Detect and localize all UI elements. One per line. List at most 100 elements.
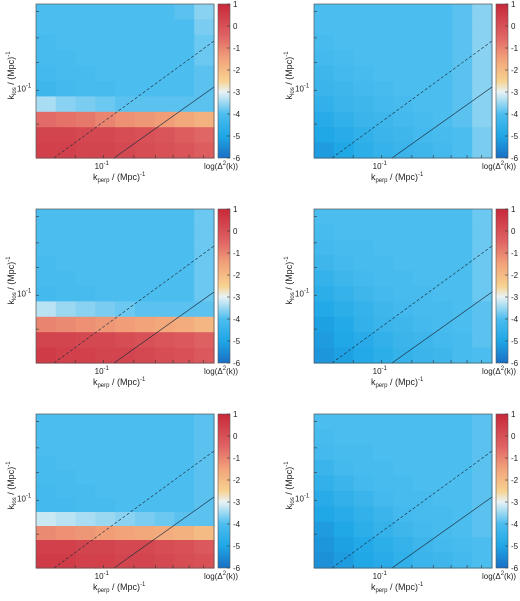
heatmap-cell bbox=[174, 428, 195, 443]
heatmap-cell bbox=[412, 347, 434, 364]
heatmap-cell bbox=[353, 50, 374, 67]
x-tick-label: 10-1 bbox=[95, 366, 110, 376]
heatmap-cell bbox=[412, 414, 434, 430]
heatmap-cell bbox=[154, 442, 176, 457]
colorbar-label: log(Δ2(k)) bbox=[482, 571, 516, 581]
heatmap-cell bbox=[55, 50, 77, 67]
heatmap-cell bbox=[174, 4, 195, 20]
colorbar-tick-label: 1 bbox=[511, 410, 516, 419]
heatmap-cell bbox=[36, 540, 57, 555]
heatmap-cell bbox=[154, 526, 176, 541]
heatmap-cell bbox=[154, 270, 176, 287]
heatmap-cell bbox=[373, 239, 394, 256]
colorbar-tick-label: -3 bbox=[233, 293, 241, 302]
heatmap-cell bbox=[353, 111, 374, 128]
heatmap-cell bbox=[472, 270, 493, 287]
heatmap-cell bbox=[333, 316, 355, 333]
y-tick-label: 10-1 bbox=[295, 494, 310, 504]
heatmap-cell bbox=[412, 491, 434, 507]
colorbar-tick-label: -3 bbox=[511, 88, 519, 97]
colorbar-tick-label: -1 bbox=[511, 454, 519, 463]
x-tick-label: 10-1 bbox=[373, 366, 388, 376]
heatmap-cell bbox=[472, 96, 493, 113]
wedge-dashed-line bbox=[53, 450, 215, 569]
x-tick-label: 10-1 bbox=[95, 571, 110, 581]
heatmap-cell bbox=[134, 142, 156, 159]
heatmap-cell bbox=[75, 224, 96, 241]
heatmap-cell bbox=[333, 491, 355, 507]
heatmap-cell bbox=[353, 491, 374, 507]
wedge-dashed-line bbox=[53, 40, 215, 159]
heatmap-cell bbox=[115, 96, 136, 113]
colorbar-tick-label: -2 bbox=[511, 271, 519, 280]
heatmap-cell bbox=[36, 111, 57, 128]
heatmap-cell bbox=[36, 286, 57, 302]
heatmap-cell bbox=[75, 209, 96, 225]
heatmap-cell bbox=[134, 111, 156, 128]
heatmap-cell bbox=[134, 224, 156, 241]
heatmap-cell bbox=[75, 239, 96, 256]
colorbar-tick-label: 1 bbox=[233, 0, 238, 9]
heatmap-cell bbox=[472, 316, 493, 333]
heatmap-cell bbox=[36, 484, 57, 499]
heatmap-cell bbox=[314, 332, 335, 349]
heatmap-cell bbox=[472, 332, 493, 349]
heatmap-cell bbox=[452, 491, 473, 507]
heatmap-cell bbox=[333, 255, 355, 272]
heatmap-cell bbox=[95, 270, 116, 287]
heatmap-cell bbox=[314, 301, 335, 318]
heatmap-cell bbox=[353, 475, 374, 492]
heatmap-cell bbox=[412, 65, 434, 82]
heatmap-cell bbox=[55, 65, 77, 82]
colorbar-tick-label: -3 bbox=[511, 293, 519, 302]
heatmap-cell bbox=[194, 442, 215, 457]
heatmap-cell bbox=[194, 50, 215, 67]
heatmap-cell bbox=[333, 209, 355, 225]
heatmap-cell bbox=[353, 142, 374, 159]
heatmap-cell bbox=[452, 506, 473, 523]
heatmap-cell bbox=[314, 127, 335, 144]
wedge-dashed-line bbox=[53, 245, 215, 364]
heatmap-cell bbox=[333, 286, 355, 302]
heatmap-cell bbox=[373, 209, 394, 225]
heatmap-cell bbox=[432, 142, 454, 159]
x-tick-exp: -1 bbox=[104, 571, 110, 577]
heatmap-cell bbox=[314, 429, 335, 446]
heatmap-cell bbox=[134, 286, 156, 302]
heatmap-cell bbox=[55, 442, 77, 457]
wedge-dashed-line bbox=[331, 450, 493, 569]
heatmap-cell bbox=[95, 428, 116, 443]
heatmap-cell bbox=[452, 65, 473, 82]
heatmap-cell bbox=[75, 270, 96, 287]
heatmap-cell bbox=[134, 301, 156, 318]
heatmap-cell bbox=[452, 81, 473, 97]
colorbar-tick-label: 0 bbox=[511, 432, 516, 441]
heatmap-cell bbox=[154, 484, 176, 499]
heatmap-cell bbox=[36, 332, 57, 349]
heatmap-cell bbox=[36, 456, 57, 471]
heatmap-cell bbox=[95, 442, 116, 457]
heatmap-cell bbox=[432, 270, 454, 287]
heatmap-cell bbox=[353, 332, 374, 349]
y-axis-label: klos / (Mpc)-1 bbox=[6, 256, 18, 305]
heatmap-cell bbox=[333, 552, 355, 569]
colorbar-tick-label: 0 bbox=[233, 22, 238, 31]
heatmap-cell bbox=[154, 540, 176, 555]
heatmap-cell bbox=[154, 512, 176, 527]
heatmap-cell bbox=[55, 127, 77, 144]
y-tick-exp: -1 bbox=[304, 84, 310, 90]
y-axis-label: klos / (Mpc)-1 bbox=[284, 51, 296, 100]
heatmap-cell bbox=[333, 332, 355, 349]
heatmap-cell bbox=[36, 34, 57, 51]
x-axis-label: kperp / (Mpc)-1 bbox=[371, 172, 424, 184]
heatmap-cell bbox=[314, 521, 335, 538]
heatmap-cell bbox=[452, 521, 473, 538]
heatmap-cell bbox=[393, 81, 414, 97]
heatmap-cell bbox=[194, 540, 215, 555]
heatmap-cell bbox=[373, 460, 394, 477]
heatmap-cell bbox=[472, 301, 493, 318]
heatmap-cell bbox=[314, 34, 335, 51]
heatmap-cell bbox=[373, 96, 394, 113]
heatmap-cell bbox=[353, 552, 374, 569]
